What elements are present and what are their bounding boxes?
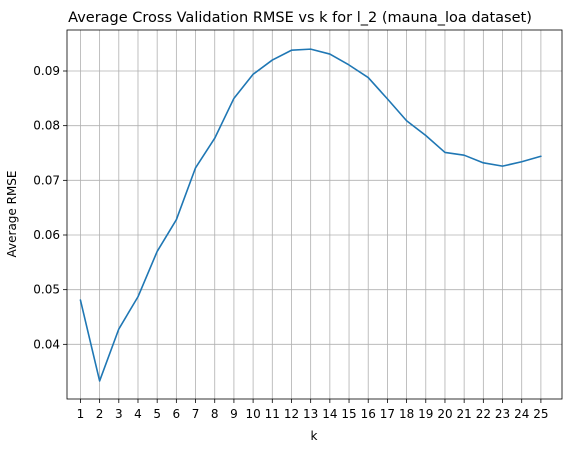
data-point (156, 251, 158, 253)
x-tick-label: 16 (361, 407, 376, 421)
x-tick-label: 5 (153, 407, 161, 421)
data-point (463, 154, 465, 156)
data-point (425, 135, 427, 137)
data-point (521, 161, 523, 163)
data-point (99, 380, 101, 382)
plot-frame (66, 29, 563, 400)
y-tick-label: 0.06 (33, 228, 60, 242)
x-tick-label: 21 (457, 407, 472, 421)
x-tick-label: 1 (77, 407, 85, 421)
chart-title: Average Cross Validation RMSE vs k for l… (68, 10, 532, 26)
data-point (176, 219, 178, 221)
y-tick-label: 0.05 (33, 283, 60, 297)
x-tick-label: 13 (303, 407, 318, 421)
grid (67, 30, 562, 399)
y-tick-label: 0.07 (33, 173, 60, 187)
data-point (271, 59, 273, 61)
y-axis-label: Average RMSE (5, 171, 19, 258)
x-tick-label: 24 (514, 407, 529, 421)
x-tick-label: 22 (476, 407, 491, 421)
line-layer (79, 48, 542, 382)
x-axis-ticks: 1 2 3 4 5 6 7 8 9 10 11 12 13 14 15 16 17 18 19 20 21 22 23 24 2… (77, 399, 549, 421)
data-point (329, 53, 331, 55)
x-tick-label: 14 (322, 407, 337, 421)
y-tick-label: 0.08 (33, 119, 60, 133)
x-tick-label: 23 (495, 407, 510, 421)
axes (66, 29, 563, 400)
data-point (502, 165, 504, 167)
x-tick-label: 18 (399, 407, 414, 421)
x-tick-label: 19 (418, 407, 433, 421)
data-point (252, 73, 254, 75)
y-tick-label: 0.09 (33, 64, 60, 78)
x-tick-label: 15 (341, 407, 356, 421)
data-point (483, 162, 485, 164)
series-line (79, 48, 542, 382)
x-tick-label: 11 (265, 407, 280, 421)
x-tick-label: 6 (173, 407, 181, 421)
data-point (540, 155, 542, 157)
y-axis-ticks: 0.04 0.05 0.06 0.07 0.08 0.09 (33, 64, 67, 351)
x-tick-label: 10 (245, 407, 260, 421)
x-tick-label: 8 (211, 407, 219, 421)
data-point (118, 328, 120, 330)
data-point (137, 296, 139, 298)
data-point (291, 49, 293, 51)
x-tick-label: 2 (96, 407, 104, 421)
x-tick-label: 25 (533, 407, 548, 421)
data-point (80, 299, 82, 301)
x-tick-label: 20 (437, 407, 452, 421)
data-point (233, 98, 235, 100)
data-point (406, 120, 408, 122)
y-tick-label: 0.04 (33, 337, 60, 351)
data-point (387, 98, 389, 100)
data-point (367, 77, 369, 79)
x-tick-label: 12 (284, 407, 299, 421)
x-tick-label: 9 (230, 407, 238, 421)
data-point (444, 152, 446, 154)
x-tick-label: 17 (380, 407, 395, 421)
data-point (195, 167, 197, 169)
x-tick-label: 7 (192, 407, 200, 421)
data-point (214, 137, 216, 139)
x-tick-label: 3 (115, 407, 123, 421)
x-axis-label: k (311, 429, 318, 443)
x-tick-label: 4 (134, 407, 142, 421)
data-point (348, 64, 350, 66)
data-point (310, 48, 312, 50)
